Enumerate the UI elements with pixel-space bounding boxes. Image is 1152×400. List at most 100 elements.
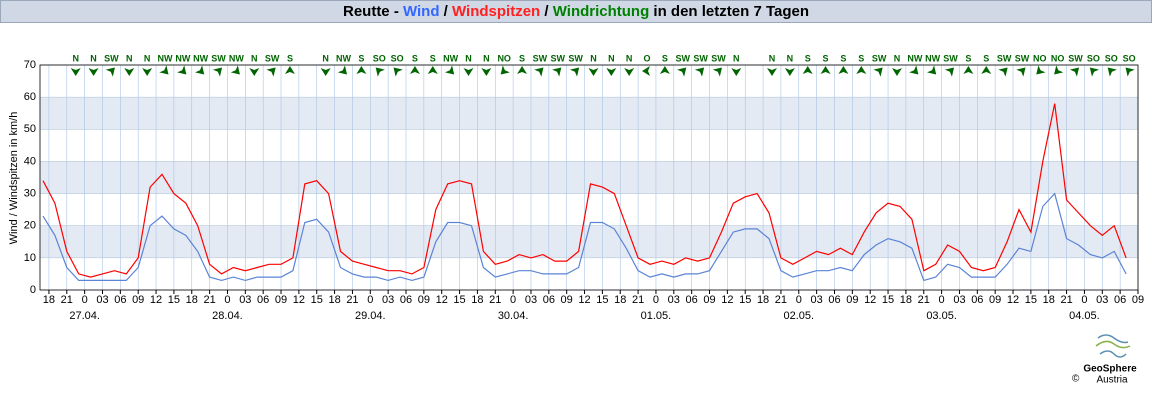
x-tick-label: 06	[400, 294, 412, 306]
y-tick-label: 40	[24, 155, 36, 167]
direction-arrow	[1125, 67, 1135, 77]
direction-arrow	[712, 67, 722, 77]
x-tick-label: 03	[668, 294, 680, 306]
direction-label: SW	[872, 53, 887, 63]
direction-label: NW	[925, 53, 940, 63]
x-tick-label: 0	[1081, 294, 1087, 306]
x-tick-label: 0	[367, 294, 373, 306]
x-tick-label: 09	[1132, 294, 1144, 306]
direction-arrow	[569, 67, 580, 77]
series-line	[42, 103, 1127, 278]
direction-label: N	[72, 53, 79, 63]
direction-label: S	[965, 53, 971, 63]
date-label: 02.05.	[783, 310, 814, 322]
logo-icon	[1095, 334, 1131, 358]
direction-arrow	[944, 67, 955, 77]
direction-arrow	[998, 67, 1008, 77]
logo-name: GeoSphere	[1083, 364, 1137, 375]
direction-arrow	[320, 68, 331, 76]
direction-label: SW	[211, 53, 226, 63]
direction-label: NW	[157, 53, 172, 63]
direction-arrow	[142, 68, 153, 76]
x-tick-label: 09	[703, 294, 715, 306]
x-tick-label: 06	[1114, 294, 1126, 306]
date-label: 30.04.	[498, 310, 529, 322]
x-tick-label: 06	[114, 294, 126, 306]
logo-sub: Austria	[1096, 375, 1128, 386]
x-tick-label: 09	[275, 294, 287, 306]
y-tick-label: 0	[30, 284, 36, 296]
x-tick-label: 0	[796, 294, 802, 306]
direction-label: O	[644, 53, 651, 63]
x-tick-label: 12	[864, 294, 876, 306]
direction-label: SW	[1015, 53, 1030, 63]
direction-label: S	[430, 53, 436, 63]
direction-label: N	[787, 53, 794, 63]
direction-arrow	[891, 68, 902, 76]
direction-label: N	[733, 53, 740, 63]
direction-label: SW	[997, 53, 1012, 63]
x-tick-label: 06	[686, 294, 698, 306]
direction-arrow	[677, 67, 687, 77]
direction-label: S	[412, 53, 418, 63]
logo-swirl	[1097, 334, 1129, 344]
date-label: 29.04.	[355, 310, 386, 322]
direction-arrow	[802, 66, 813, 74]
direction-arrow	[642, 66, 651, 76]
direction-label: N	[894, 53, 901, 63]
direction-label: S	[840, 53, 846, 63]
direction-arrow	[694, 67, 705, 77]
x-tick-label: 03	[382, 294, 394, 306]
direction-arrow	[1107, 67, 1117, 77]
direction-label: NW	[336, 53, 351, 63]
direction-arrow	[1016, 67, 1026, 77]
direction-label: NW	[907, 53, 922, 63]
direction-arrow	[838, 66, 849, 74]
x-tick-label: 21	[61, 294, 73, 306]
x-tick-label: 21	[346, 294, 358, 306]
grid-band	[40, 161, 1138, 194]
direction-arrow	[212, 67, 223, 77]
logo-swirl	[1095, 340, 1131, 349]
direction-label: N	[465, 53, 472, 63]
x-tick-label: 03	[811, 294, 823, 306]
direction-arrow	[463, 68, 474, 76]
direction-arrow	[1054, 65, 1064, 75]
title-part: Reutte -	[343, 3, 403, 20]
direction-label: NO	[497, 53, 511, 63]
direction-label: N	[769, 53, 776, 63]
date-label: 04.05.	[1069, 310, 1100, 322]
direction-label: SW	[568, 53, 583, 63]
x-tick-label: 15	[596, 294, 608, 306]
x-tick-label: 15	[168, 294, 180, 306]
y-tick-label: 60	[24, 91, 36, 103]
direction-arrow	[517, 66, 528, 74]
direction-arrow	[534, 67, 544, 77]
direction-label: SW	[533, 53, 548, 63]
direction-label: N	[251, 53, 258, 63]
direction-label: N	[144, 53, 151, 63]
direction-label: SW	[711, 53, 726, 63]
direction-arrow	[909, 65, 919, 75]
direction-label: S	[823, 53, 829, 63]
direction-label: NW	[175, 53, 190, 63]
direction-label: SO	[1123, 53, 1136, 63]
x-tick-label: 18	[471, 294, 483, 306]
grid-band	[40, 225, 1138, 258]
direction-arrow	[266, 67, 276, 77]
direction-arrow	[337, 65, 348, 75]
direction-arrow	[409, 66, 420, 74]
x-tick-label: 09	[561, 294, 573, 306]
date-label: 03.05.	[926, 310, 957, 322]
direction-arrow	[606, 68, 617, 76]
direction-label: S	[858, 53, 864, 63]
direction-arrow	[105, 67, 115, 77]
title-part: in den letzten 7 Tagen	[649, 3, 809, 20]
date-label: 28.04.	[212, 310, 243, 322]
direction-arrow	[195, 65, 205, 75]
x-tick-label: 21	[489, 294, 501, 306]
direction-arrow	[427, 66, 438, 74]
direction-label: S	[519, 53, 525, 63]
direction-label: S	[983, 53, 989, 63]
direction-arrow	[230, 65, 240, 75]
